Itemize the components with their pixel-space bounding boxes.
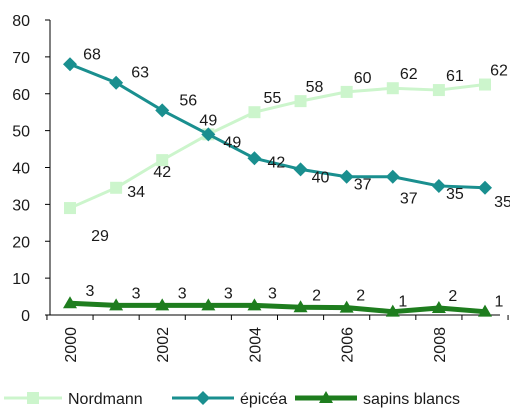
y-tick-label: 50: [12, 124, 30, 141]
x-tick-label: 2006: [340, 327, 357, 363]
data-point: [432, 84, 445, 97]
data-label: 55: [264, 90, 282, 107]
data-point: [385, 304, 400, 317]
data-point: [248, 106, 261, 119]
chart-legend: Nordmann épicéa sapins blancs: [4, 391, 460, 408]
legend-swatch-marker: [319, 391, 333, 403]
data-point: [431, 300, 446, 313]
data-label: 68: [83, 46, 101, 63]
data-label: 49: [199, 112, 217, 129]
data-label: 2: [312, 287, 321, 304]
data-label: 3: [86, 283, 95, 300]
legend-swatch-marker: [196, 391, 210, 405]
legend-item-sapins-blancs: sapins blancs: [295, 391, 460, 408]
x-tick-label: 2002: [155, 327, 172, 363]
y-tick-label: 20: [12, 234, 30, 251]
x-tick-label: 2004: [247, 327, 264, 363]
data-point: [247, 151, 262, 166]
legend-swatch-marker: [27, 392, 39, 404]
data-label: 42: [268, 154, 286, 171]
series-line: [69, 300, 486, 315]
data-label: 29: [91, 228, 109, 245]
data-label: 2: [448, 288, 457, 305]
data-label: 3: [132, 285, 141, 302]
data-label: 3: [268, 285, 277, 302]
data-point: [293, 300, 308, 313]
data-point: [339, 300, 354, 313]
data-label: 35: [446, 186, 464, 203]
data-label: 62: [490, 63, 508, 80]
data-label: 37: [400, 191, 418, 208]
data-point: [478, 304, 492, 317]
series-line: [69, 83, 486, 210]
data-point: [63, 57, 77, 72]
y-tick-label: 40: [12, 161, 30, 178]
data-point: [64, 202, 76, 215]
data-point: [63, 296, 77, 309]
data-label: 35: [494, 194, 510, 211]
data-label: 2: [356, 288, 365, 305]
x-tick-label: 2000: [63, 327, 80, 363]
data-point: [155, 298, 170, 311]
data-point: [339, 169, 354, 184]
data-label: 49: [223, 134, 241, 151]
y-tick-label: 70: [12, 50, 30, 67]
data-label: 3: [224, 285, 233, 302]
chart-axes: 0 10 20 30 40 50 60 70 80 2000 2002 2004 2006 2008: [12, 13, 509, 363]
data-label: 56: [179, 92, 197, 109]
data-label: 37: [354, 177, 372, 194]
legend-item-épicéa: épicéa: [172, 391, 287, 408]
chart-series: [63, 57, 492, 317]
series-line: [69, 62, 486, 190]
data-point: [201, 127, 216, 142]
data-point: [201, 298, 216, 311]
data-label: 3: [178, 285, 187, 302]
data-point: [386, 82, 399, 95]
data-label: 62: [400, 66, 418, 83]
data-point: [156, 154, 169, 167]
x-tick-label: 2008: [432, 327, 449, 363]
data-point: [385, 169, 400, 184]
data-label: 1: [398, 294, 407, 311]
legend-label: épicéa: [240, 391, 287, 408]
data-label: 63: [131, 65, 149, 82]
data-label: 42: [153, 164, 171, 181]
data-label: 1: [495, 294, 504, 311]
data-label: 40: [312, 169, 330, 186]
y-tick-label: 10: [12, 271, 30, 288]
legend-label: sapins blancs: [363, 391, 460, 408]
y-tick-label: 0: [21, 308, 30, 325]
data-point: [155, 103, 170, 118]
data-point: [340, 85, 353, 98]
data-label: 58: [306, 79, 324, 96]
legend-item-nordmann: Nordmann: [4, 391, 143, 408]
data-point: [109, 298, 124, 311]
data-point: [478, 180, 492, 195]
data-label: 60: [354, 70, 372, 87]
data-point: [294, 95, 307, 108]
y-tick-label: 80: [12, 13, 30, 30]
series-sapins-blancs: [63, 296, 492, 317]
data-point: [110, 181, 123, 194]
series-épicéa: [63, 57, 492, 195]
data-point: [479, 78, 491, 91]
data-point: [293, 162, 308, 177]
data-point: [247, 298, 262, 311]
y-tick-label: 60: [12, 87, 30, 104]
legend-label: Nordmann: [68, 391, 143, 408]
data-label: 61: [446, 68, 464, 85]
data-point: [109, 75, 124, 90]
data-point: [431, 178, 446, 193]
data-label: 34: [127, 184, 145, 201]
y-tick-label: 30: [12, 197, 30, 214]
